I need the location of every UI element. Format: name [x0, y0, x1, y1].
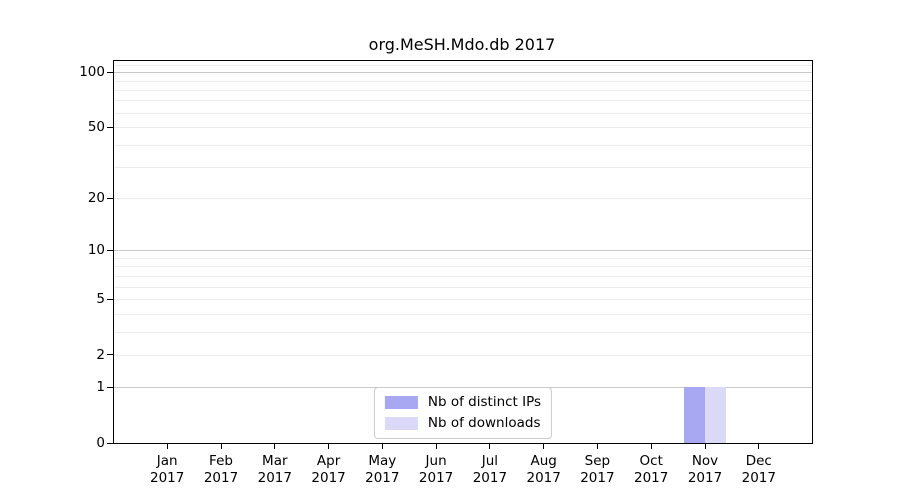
y-tick-label: 100 — [79, 64, 105, 81]
gridline-minor — [114, 313, 812, 315]
x-tick-month: Dec — [745, 453, 772, 469]
x-tick-label: Aug 2017 — [512, 453, 576, 486]
gridline-minor — [114, 286, 812, 288]
bar-distinct-ips — [684, 387, 705, 443]
y-tick-mark — [107, 298, 114, 300]
bar-downloads — [705, 387, 726, 443]
x-tick-mark — [274, 444, 276, 449]
x-tick-label: Jan 2017 — [135, 453, 199, 486]
gridline-minor — [114, 354, 812, 356]
x-tick-year: 2017 — [526, 469, 561, 486]
gridline-major — [114, 72, 812, 74]
y-tick-mark — [107, 197, 114, 199]
x-tick-month: Oct — [639, 453, 663, 469]
x-tick-label: Sep 2017 — [565, 453, 629, 486]
x-tick-month: Jul — [481, 453, 499, 469]
gridline-minor — [114, 331, 812, 333]
x-tick-year: 2017 — [418, 469, 454, 486]
gridline-minor — [114, 266, 812, 268]
x-tick-mark — [596, 444, 598, 449]
gridline-minor — [114, 258, 812, 259]
legend: Nb of distinct IPs Nb of downloads — [373, 387, 553, 439]
x-tick-year: 2017 — [741, 469, 776, 486]
x-tick-month: Nov — [691, 453, 719, 469]
x-tick-label: Nov 2017 — [673, 453, 737, 486]
legend-swatch-icon — [384, 396, 418, 409]
x-tick-mark — [543, 444, 545, 449]
y-tick-label: 50 — [87, 119, 105, 135]
legend-entry-downloads: Nb of downloads — [384, 415, 541, 432]
gridline-minor — [114, 89, 812, 91]
x-tick-mark — [220, 444, 222, 449]
x-tick-label: Oct 2017 — [619, 453, 683, 486]
y-tick-label: 1 — [96, 379, 105, 396]
x-tick-mark — [328, 444, 330, 449]
y-tick-mark — [107, 386, 114, 388]
x-tick-label: Dec 2017 — [727, 453, 791, 486]
x-tick-label: Feb 2017 — [189, 453, 253, 486]
legend-label: Nb of downloads — [427, 415, 541, 431]
x-tick-year: 2017 — [580, 469, 615, 486]
plot-area: Nb of distinct IPs Nb of downloads 0 1 2 5 1… — [79, 60, 813, 486]
gridline-minor — [114, 167, 812, 168]
gridline-minor — [114, 127, 812, 128]
y-tick-label: 2 — [96, 346, 105, 363]
gridline-minor — [114, 100, 812, 102]
y-tick-mark — [107, 126, 114, 128]
x-tick-year: 2017 — [257, 469, 292, 486]
x-tick-mark — [435, 444, 437, 449]
y-tick-label: 10 — [87, 242, 105, 259]
gridline-minor — [114, 80, 812, 82]
x-tick-month: Sep — [584, 453, 611, 469]
x-tick-label: May 2017 — [350, 453, 414, 486]
y-tick-mark — [107, 354, 114, 356]
legend-label: Nb of distinct IPs — [427, 394, 542, 410]
x-tick-label: Mar 2017 — [243, 453, 307, 486]
x-tick-label: Jul 2017 — [458, 453, 522, 486]
gridline-minor — [114, 299, 812, 300]
x-tick-label: Apr 2017 — [297, 453, 361, 486]
x-tick-year: 2017 — [472, 469, 508, 486]
x-tick-month: May — [368, 453, 397, 469]
gridline-minor — [114, 112, 812, 114]
y-tick-label: 20 — [87, 190, 105, 207]
y-tick-label: 5 — [96, 291, 105, 307]
x-tick-month: Mar — [262, 453, 288, 469]
x-tick-mark — [489, 444, 491, 449]
x-tick-month: Apr — [316, 453, 341, 469]
x-tick-month: Jun — [425, 453, 447, 469]
x-tick-year: 2017 — [150, 469, 185, 486]
gridline-minor — [114, 144, 812, 146]
x-tick-label: Jun 2017 — [404, 453, 468, 486]
legend-entry-distinct-ips: Nb of distinct IPs — [384, 394, 542, 411]
x-tick-month: Jan — [156, 453, 178, 469]
chart-title: org.MeSH.Mdo.db 2017 — [368, 35, 556, 54]
y-tick-mark — [107, 249, 114, 251]
y-tick-label: 0 — [96, 435, 105, 451]
x-tick-mark — [166, 444, 168, 449]
x-tick-mark — [650, 444, 652, 449]
y-tick-mark — [107, 442, 114, 444]
gridline-major — [114, 250, 812, 252]
gridline-minor — [114, 275, 812, 277]
x-tick-month: Aug — [530, 453, 557, 469]
x-tick-mark — [704, 444, 706, 449]
gridline-minor — [114, 64, 812, 66]
gridline-minor — [114, 198, 812, 200]
x-tick-mark — [758, 444, 760, 449]
y-tick-mark — [107, 71, 114, 73]
x-tick-month: Feb — [209, 453, 233, 469]
x-tick-year: 2017 — [203, 469, 239, 486]
legend-swatch-icon — [384, 417, 418, 430]
x-tick-year: 2017 — [311, 469, 346, 486]
x-tick-year: 2017 — [365, 469, 400, 486]
x-tick-year: 2017 — [634, 469, 669, 486]
x-tick-year: 2017 — [687, 469, 723, 486]
x-tick-mark — [381, 444, 383, 449]
